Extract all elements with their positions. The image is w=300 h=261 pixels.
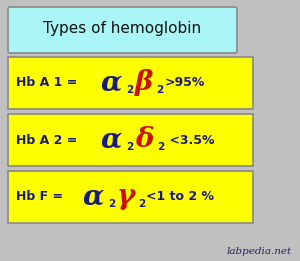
Text: Hb A 1 =: Hb A 1 = bbox=[16, 76, 82, 90]
Text: Types of hemoglobin: Types of hemoglobin bbox=[44, 21, 202, 37]
Text: α: α bbox=[82, 183, 104, 210]
Text: 2: 2 bbox=[157, 142, 164, 152]
Text: 2: 2 bbox=[157, 85, 164, 95]
Text: γ: γ bbox=[116, 183, 135, 210]
Text: labpedia.net: labpedia.net bbox=[227, 247, 292, 256]
Text: 2: 2 bbox=[108, 199, 115, 209]
Text: <1 to 2 %: <1 to 2 % bbox=[146, 191, 214, 204]
FancyBboxPatch shape bbox=[8, 171, 253, 223]
Text: β: β bbox=[135, 69, 153, 96]
FancyBboxPatch shape bbox=[8, 114, 253, 166]
Text: 2: 2 bbox=[138, 199, 145, 209]
Text: <3.5%: <3.5% bbox=[165, 133, 214, 146]
Text: α: α bbox=[101, 126, 122, 153]
FancyBboxPatch shape bbox=[8, 7, 237, 53]
Text: >95%: >95% bbox=[165, 76, 205, 90]
FancyBboxPatch shape bbox=[8, 57, 253, 109]
Text: Hb A 2 =: Hb A 2 = bbox=[16, 133, 82, 146]
Text: α: α bbox=[101, 69, 122, 96]
Text: 2: 2 bbox=[126, 142, 134, 152]
Text: δ: δ bbox=[135, 126, 153, 153]
Text: Hb F =: Hb F = bbox=[16, 191, 68, 204]
Text: 2: 2 bbox=[126, 85, 134, 95]
